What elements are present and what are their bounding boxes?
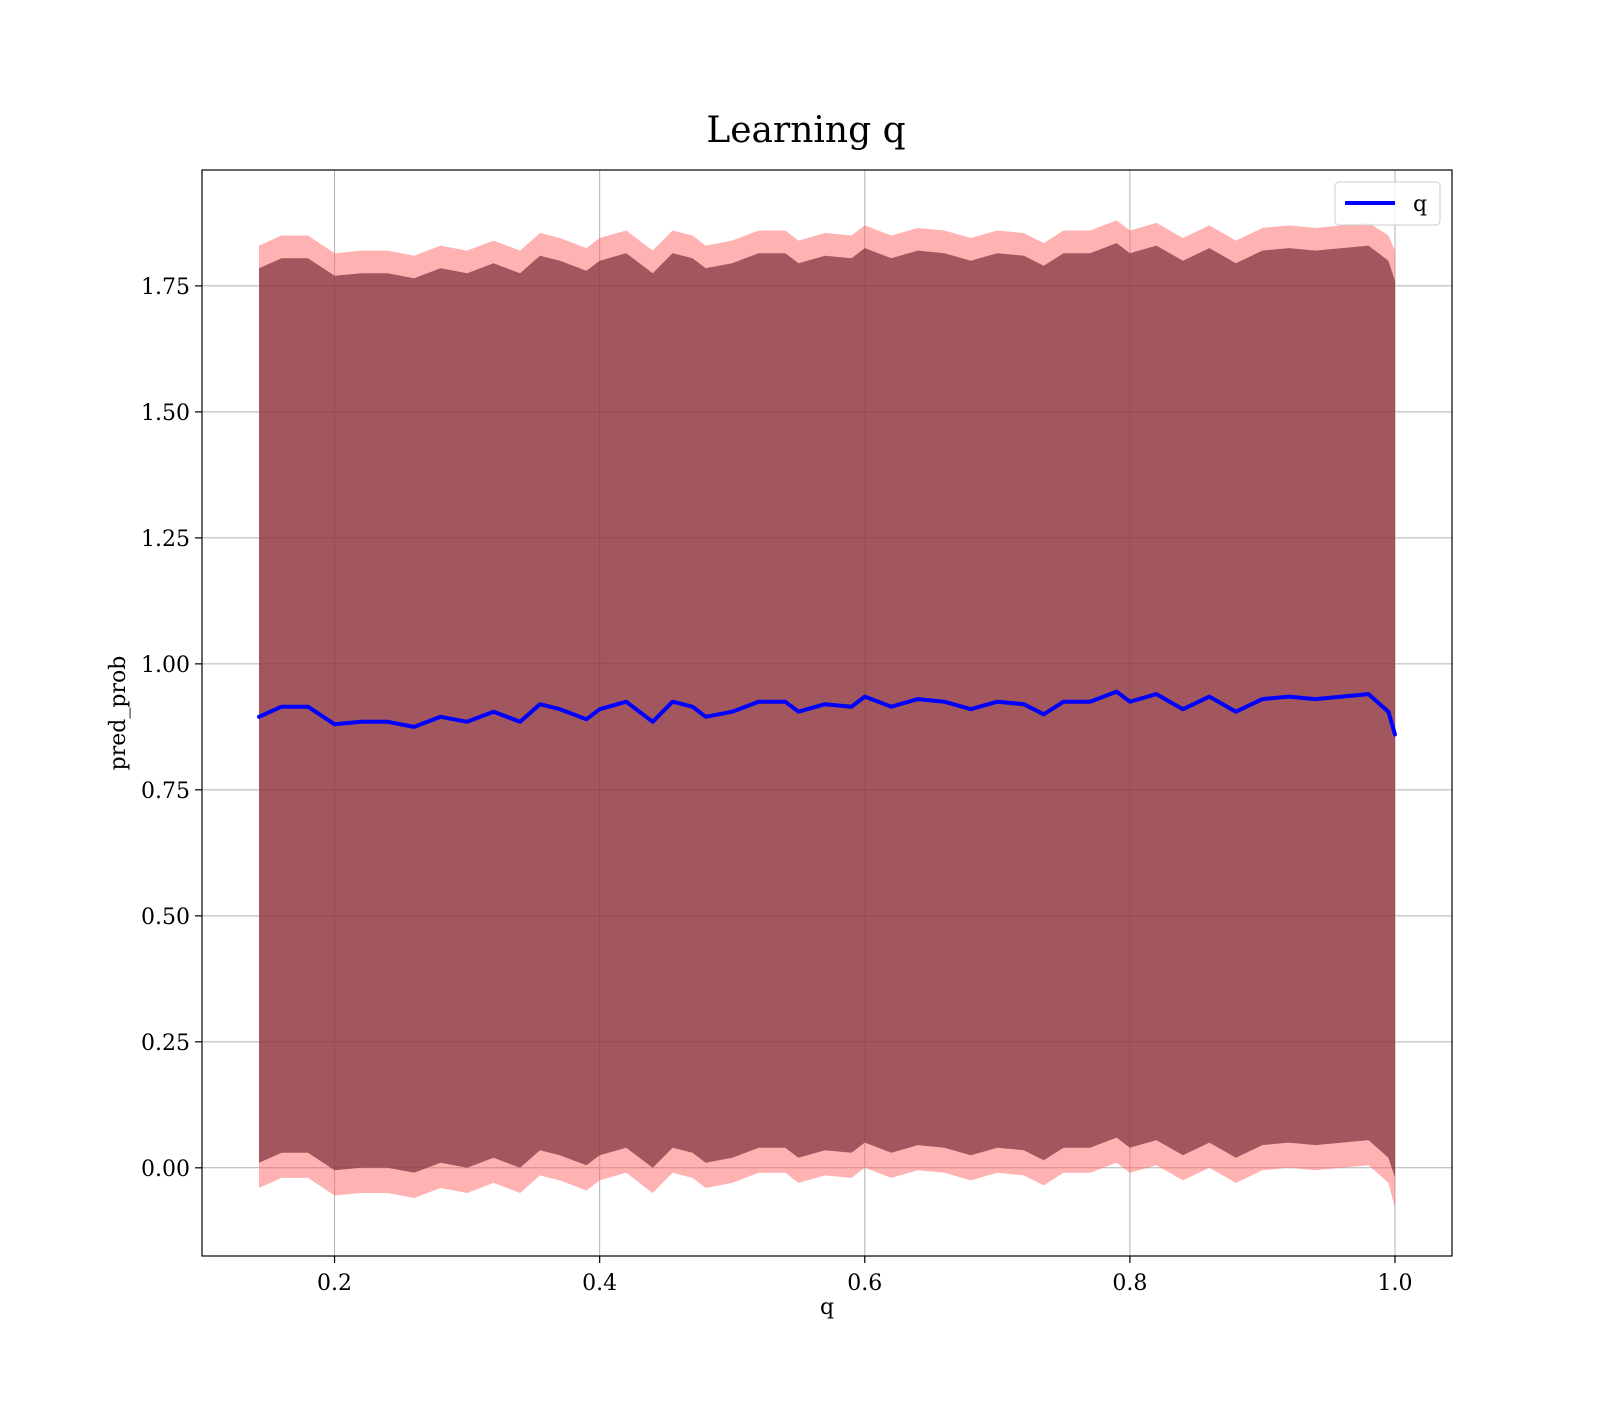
legend: q — [1334, 181, 1441, 226]
line-layer — [257, 689, 1397, 737]
x-tick-label: 1.0 — [1378, 1271, 1413, 1296]
x-tick-label: 0.4 — [582, 1271, 617, 1296]
x-tick-label: 0.2 — [317, 1271, 352, 1296]
x-axis-label: q — [820, 1295, 834, 1320]
x-tick-layer: 0.2 0.4 0.6 0.8 1.0 — [317, 1256, 1413, 1296]
x-tick-label: 0.6 — [847, 1271, 882, 1296]
y-tick-label: 1.00 — [141, 653, 190, 678]
x-tick-label: 0.8 — [1112, 1271, 1147, 1296]
y-tick-label: 1.75 — [141, 275, 190, 300]
series-line-q — [257, 689, 1397, 737]
inner-confidence-band — [259, 243, 1395, 1178]
y-tick-label: 1.25 — [141, 527, 190, 552]
y-tick-label: 0.50 — [141, 905, 190, 930]
y-axis-label: pred_prob — [106, 656, 131, 771]
y-tick-label: 0.00 — [141, 1157, 190, 1182]
chart-title: Learning q — [706, 110, 905, 151]
y-tick-layer: 0.00 0.25 0.50 0.75 1.00 1.25 1.50 1.75 — [141, 275, 202, 1182]
y-tick-label: 1.50 — [141, 401, 190, 426]
plot-frame — [201, 169, 1453, 1257]
y-tick-label: 0.75 — [141, 779, 190, 804]
y-tick-label: 0.25 — [141, 1031, 190, 1056]
band-layer — [259, 220, 1395, 1209]
legend-label-q: q — [1413, 192, 1427, 217]
